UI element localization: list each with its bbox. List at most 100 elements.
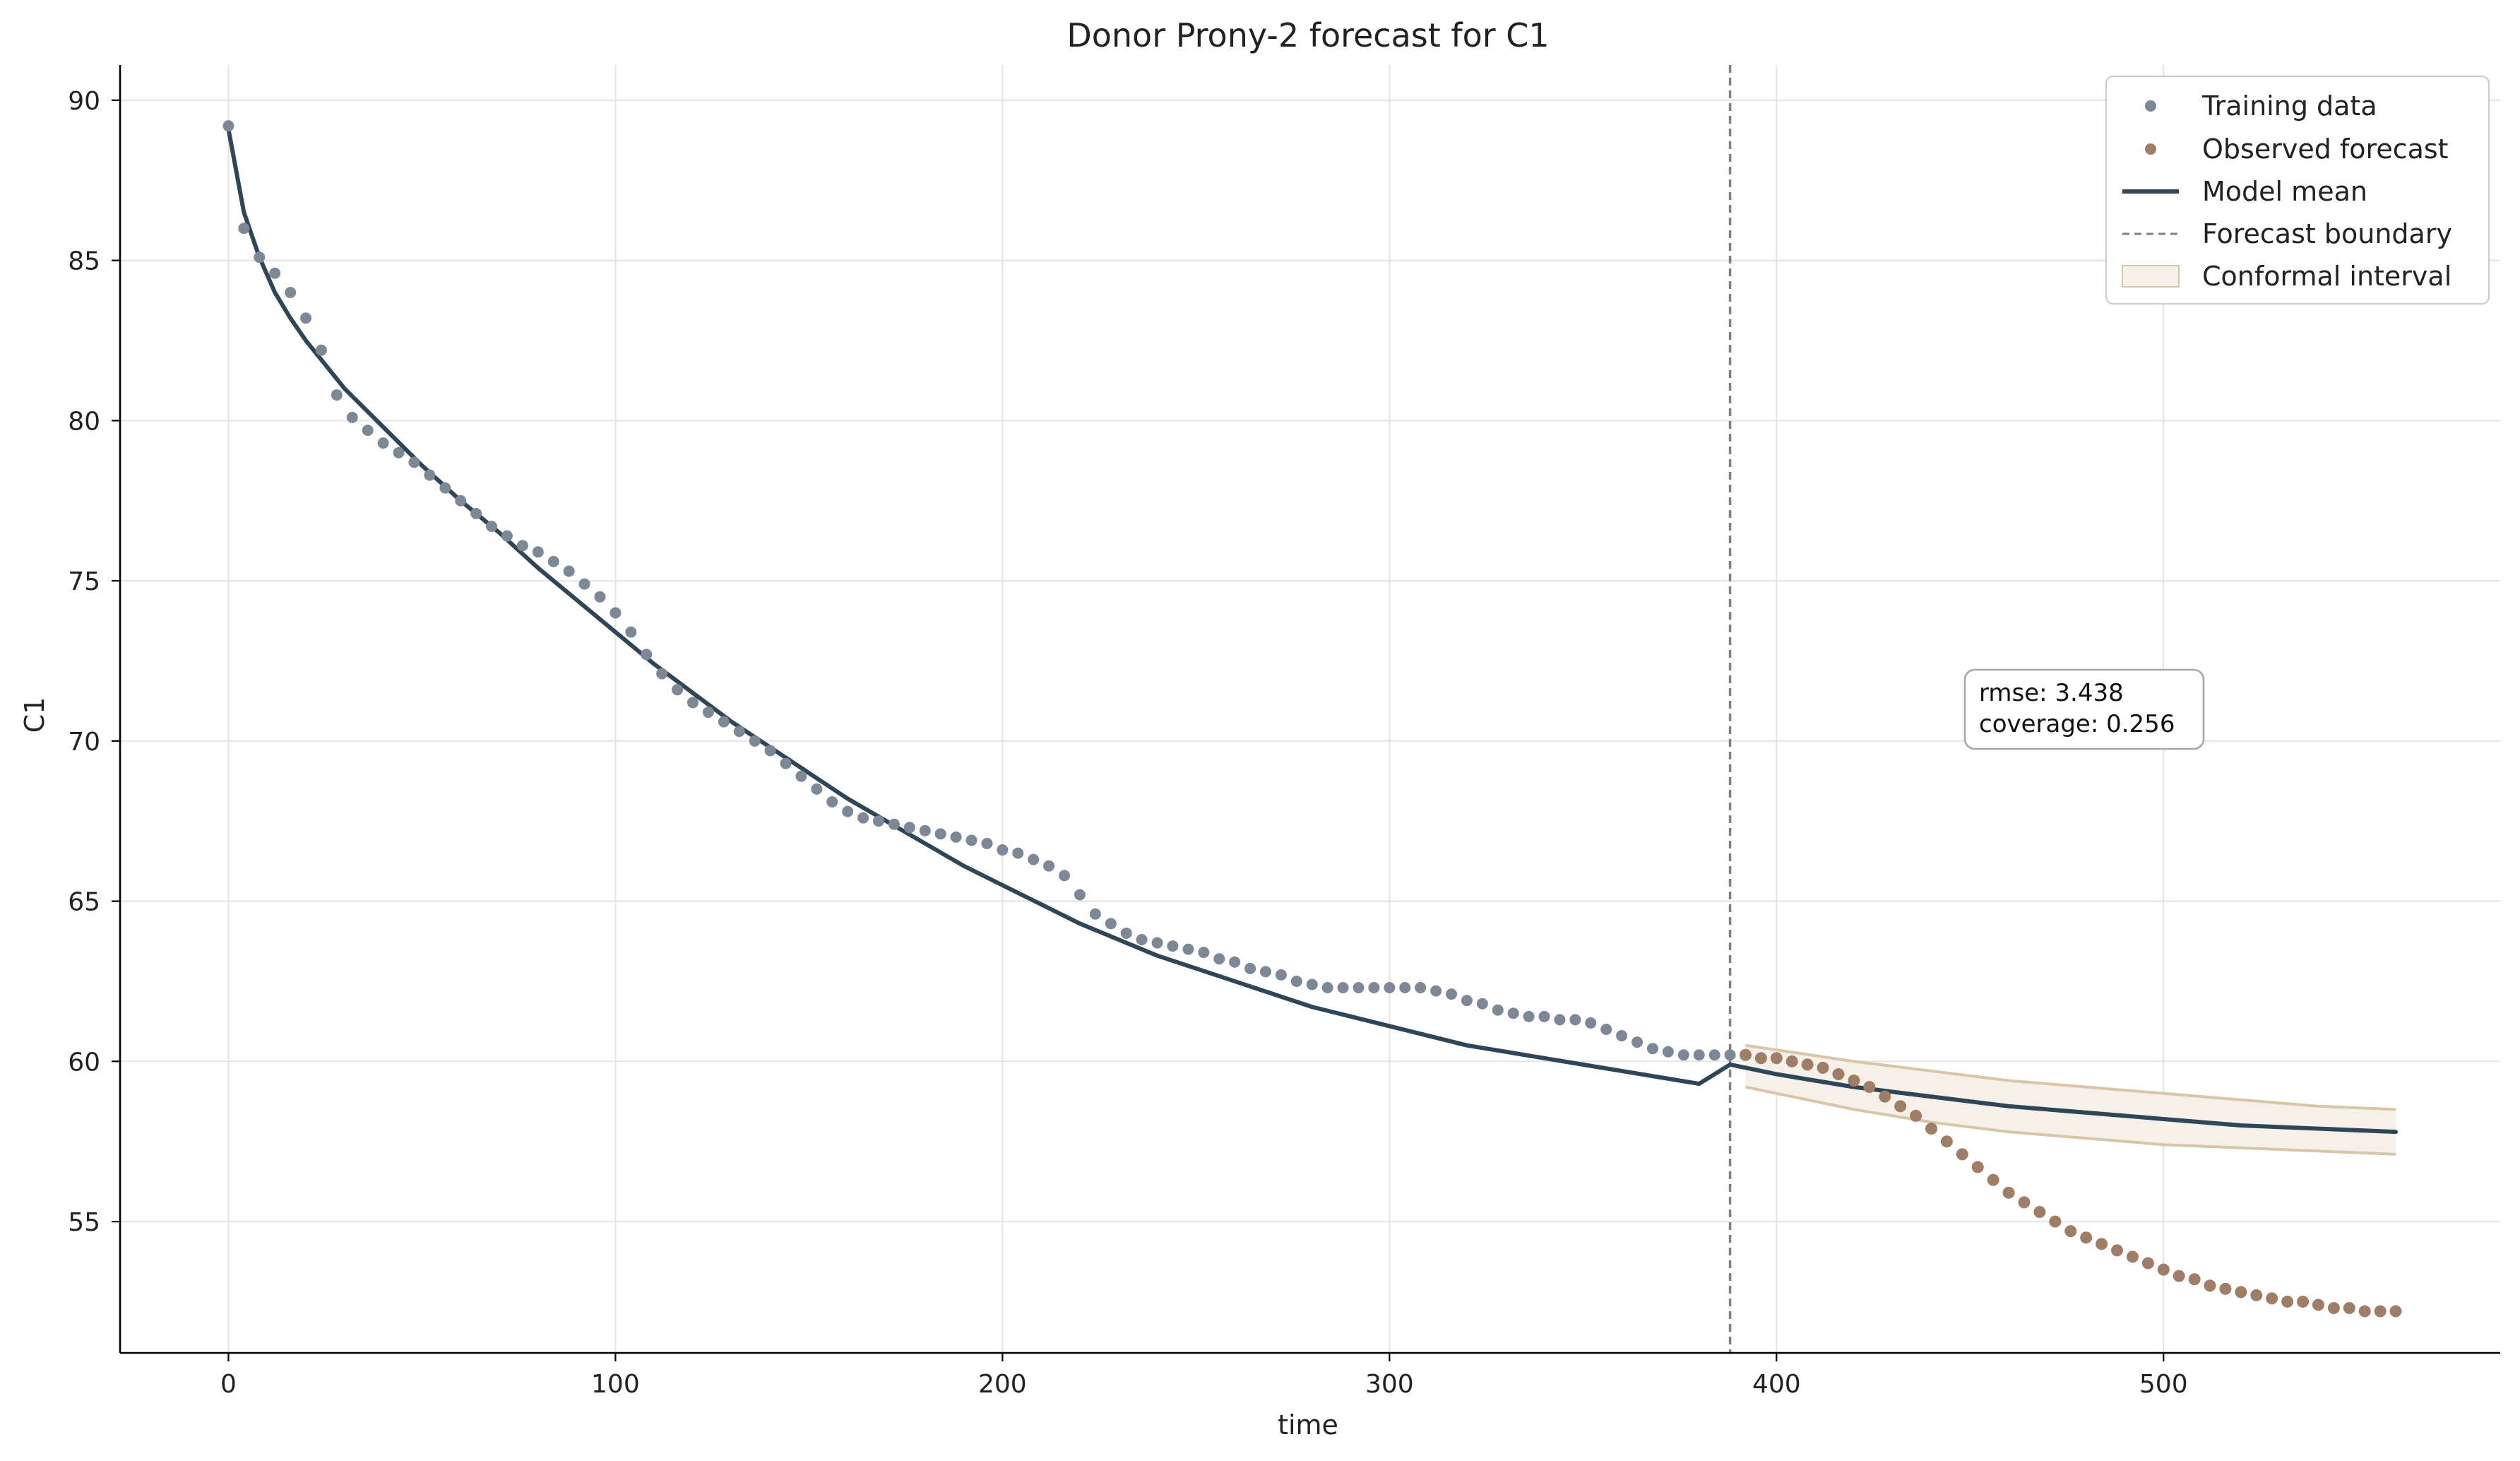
training-point	[1105, 918, 1117, 930]
observed-point	[2281, 1295, 2294, 1308]
training-point	[1523, 1010, 1535, 1022]
observed-point	[1848, 1075, 1860, 1087]
training-point	[733, 726, 745, 738]
training-point	[1012, 847, 1024, 859]
y-tick-label: 65	[68, 888, 100, 917]
x-tick-label: 200	[978, 1370, 1027, 1399]
observed-point	[1785, 1055, 1798, 1067]
training-point	[269, 267, 281, 279]
observed-point	[1863, 1081, 1876, 1094]
observed-point	[2188, 1273, 2201, 1286]
training-point	[1368, 982, 1380, 994]
training-point	[1399, 982, 1411, 994]
observed-point	[1817, 1061, 1829, 1074]
training-point	[857, 812, 869, 824]
tick-labels: 0 100 200 300 400 500 55 60 65 70 75 80 85 90	[68, 87, 2187, 1399]
observed-point	[2096, 1238, 2108, 1250]
training-point	[1569, 1014, 1581, 1026]
observed-point	[2173, 1270, 2185, 1282]
observed-point	[2049, 1215, 2062, 1228]
observed-point	[1770, 1052, 1783, 1065]
y-tick-label: 75	[68, 567, 100, 596]
observed-point	[1879, 1090, 1891, 1103]
training-point	[842, 805, 854, 817]
observed-point	[2141, 1257, 2154, 1270]
training-point	[1507, 1007, 1519, 1019]
training-point	[1693, 1049, 1705, 1061]
training-point	[1089, 908, 1101, 920]
training-point	[811, 783, 823, 795]
interval-upper-edge	[1745, 1043, 2396, 1111]
observed-point	[1801, 1058, 1814, 1071]
training-point	[1492, 1004, 1504, 1016]
legend-frame	[2105, 75, 2490, 305]
training-point	[625, 626, 637, 638]
training-point	[1028, 853, 1040, 865]
training-point	[315, 344, 327, 356]
observed-point	[1940, 1135, 1953, 1148]
observed-point	[2235, 1286, 2247, 1299]
training-point	[331, 389, 343, 401]
training-point	[997, 844, 1009, 856]
training-point	[903, 822, 915, 834]
training-point	[1646, 1043, 1658, 1055]
observed-forecast-points	[1739, 1048, 2402, 1318]
training-point	[1213, 953, 1225, 965]
observed-point	[2080, 1231, 2093, 1244]
legend-label-interval: Conformal interval	[2202, 261, 2451, 292]
y-tick-label: 80	[68, 407, 100, 436]
training-point	[254, 252, 266, 264]
axes	[119, 65, 2500, 1354]
training-point	[1337, 982, 1349, 994]
observed-point	[2266, 1292, 2278, 1305]
training-point	[950, 831, 962, 843]
training-point	[1353, 982, 1365, 994]
observed-point	[2002, 1186, 2015, 1199]
training-point	[764, 745, 776, 757]
training-point	[965, 834, 977, 846]
training-point	[1677, 1049, 1689, 1061]
training-point	[1043, 860, 1055, 872]
training-point	[1430, 985, 1442, 997]
observed-point	[1754, 1052, 1767, 1065]
training-point	[1244, 962, 1256, 974]
training-point	[1321, 982, 1333, 994]
legend-swatch-interval	[2122, 265, 2180, 288]
observed-point	[2297, 1295, 2310, 1308]
observed-point	[2327, 1302, 2340, 1315]
annotation-rmse: rmse: 3.438	[1979, 679, 2124, 707]
observed-point	[1894, 1100, 1907, 1113]
legend-swatch-training	[2145, 100, 2156, 112]
training-data-points	[222, 120, 1736, 1061]
training-point	[1167, 940, 1179, 952]
training-point	[1446, 988, 1458, 1000]
annotation-coverage: coverage: 0.256	[1979, 710, 2175, 738]
training-point	[888, 818, 900, 830]
x-tick-label: 300	[1365, 1370, 1414, 1399]
training-point	[1554, 1014, 1566, 1026]
training-point	[873, 815, 885, 827]
annotation-frame	[1963, 668, 2205, 750]
training-point	[563, 565, 575, 577]
training-point	[238, 223, 250, 235]
observed-point	[2219, 1282, 2232, 1295]
training-point	[1259, 966, 1271, 978]
training-point	[393, 446, 405, 459]
observed-point	[2343, 1302, 2355, 1315]
training-point	[300, 312, 312, 324]
training-point	[1708, 1049, 1720, 1061]
observed-point	[1987, 1173, 1999, 1186]
x-axis-label: time	[1278, 1409, 1338, 1441]
observed-point	[1971, 1161, 1984, 1173]
training-point	[919, 824, 931, 836]
training-point	[641, 649, 653, 661]
observed-point	[1956, 1148, 1968, 1161]
training-point	[1120, 927, 1132, 939]
x-tick-label: 0	[220, 1370, 237, 1399]
training-point	[1136, 934, 1148, 946]
training-point	[346, 411, 358, 423]
training-point	[1616, 1030, 1628, 1042]
training-point	[702, 706, 714, 718]
y-tick-label: 90	[68, 87, 100, 116]
observed-point	[1739, 1048, 1752, 1061]
